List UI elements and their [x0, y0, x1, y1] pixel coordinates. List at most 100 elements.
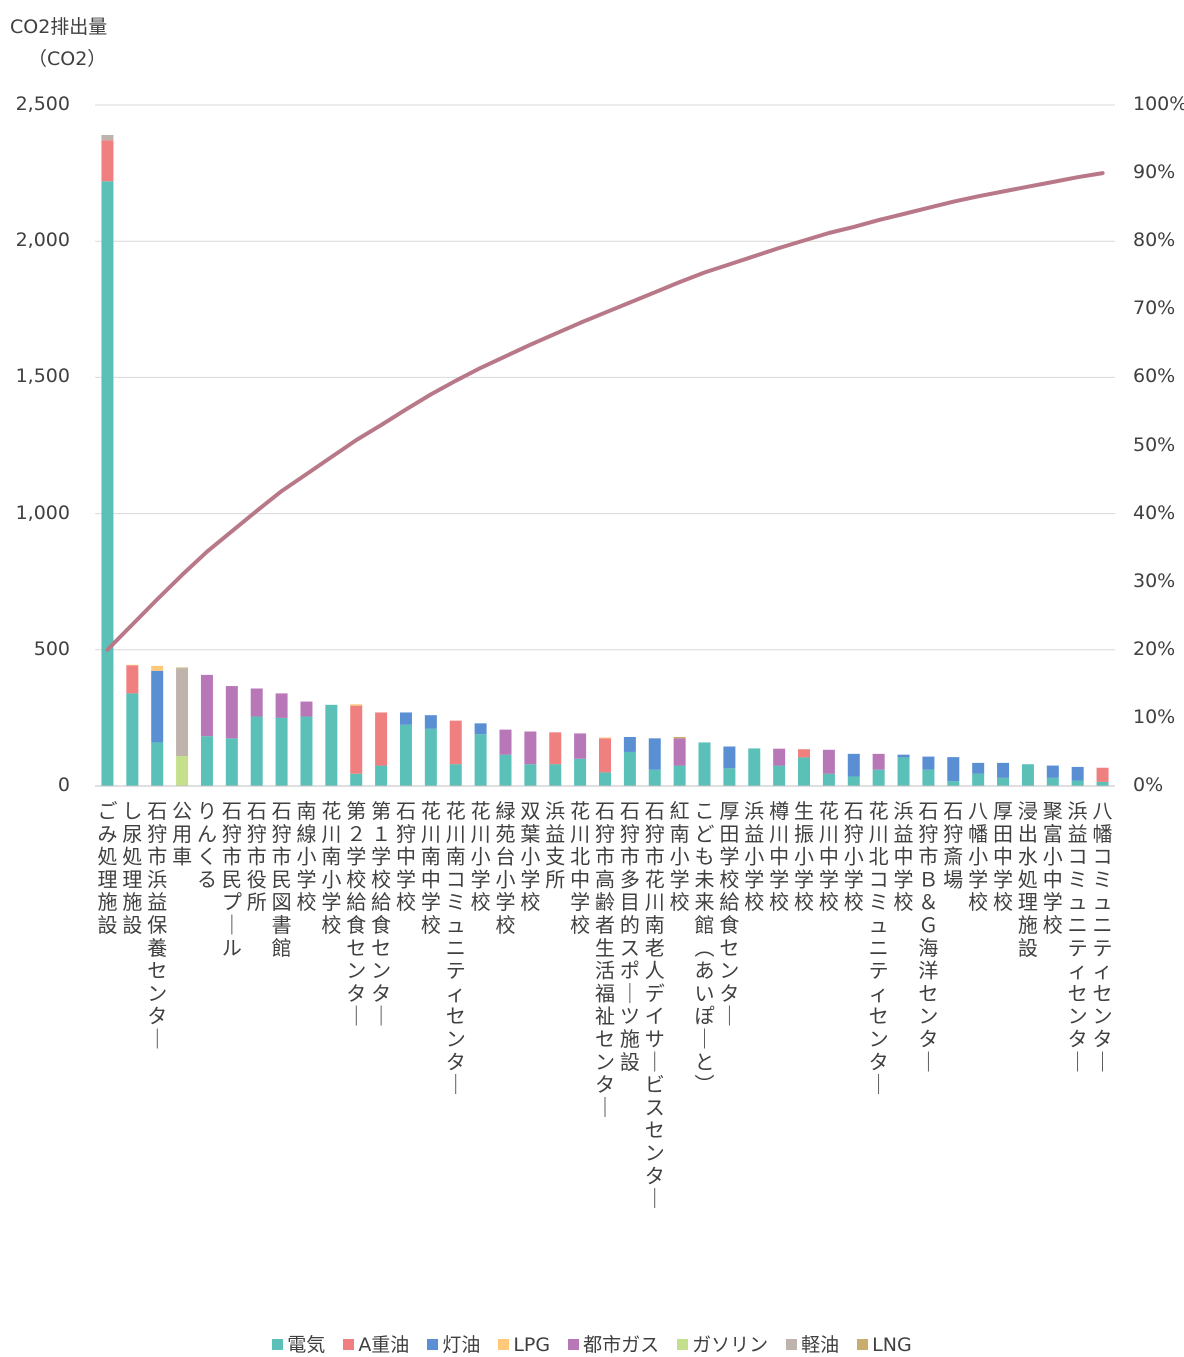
category-label: 石狩市Ｂ＆Ｇ海洋センタ｜: [918, 799, 938, 1074]
bar-segment: [648, 738, 661, 770]
bar-segment: [300, 701, 313, 717]
legend-label: 灯油: [442, 1334, 481, 1356]
bar-segment: [748, 748, 761, 786]
legend-item: ガソリン: [677, 1330, 768, 1357]
category-label: 花川南コミュニティセンタ｜: [446, 799, 466, 1097]
bar-segment: [399, 712, 412, 725]
y2-tick-label: 20%: [1133, 637, 1176, 660]
y-tick-label: 1,000: [15, 501, 70, 524]
category-label: 厚田中学校: [993, 799, 1013, 914]
bar-segment: [673, 736, 686, 739]
bar-segment: [151, 665, 164, 671]
bar-segment: [997, 762, 1010, 778]
legend-label: A重油: [358, 1334, 410, 1356]
bar-series: [101, 134, 1109, 787]
bar-segment: [648, 769, 661, 786]
bar-segment: [126, 664, 139, 666]
category-label: 石狩市民図書館: [272, 799, 292, 960]
category-label: 樽川中学校: [769, 799, 789, 914]
cumulative-line: [105, 171, 1105, 652]
legend-item: 電気: [272, 1330, 325, 1357]
legend-item: 都市ガス: [568, 1330, 659, 1357]
bar-segment: [151, 670, 164, 743]
bar-segment: [822, 773, 835, 786]
bar-segment: [1046, 777, 1059, 786]
bar-segment: [1021, 764, 1034, 786]
legend-swatch: [786, 1339, 798, 1350]
category-label: 浜益中学校: [894, 799, 914, 914]
bar-segment: [1046, 765, 1059, 778]
bar-segment: [200, 736, 213, 786]
bar-segment: [126, 665, 139, 694]
y-tick-label: 2,500: [15, 93, 70, 115]
bar-segment: [623, 736, 636, 752]
category-label: 浜益小学校: [744, 799, 764, 914]
category-label: 南線小学校: [296, 799, 316, 914]
y2-tick-label: 60%: [1133, 365, 1176, 388]
bar-segment: [623, 751, 636, 786]
category-label: 第１学校給食センタ｜: [371, 799, 391, 1028]
legend-swatch: [857, 1339, 869, 1350]
bar-segment: [474, 723, 487, 735]
bar-segment: [599, 772, 611, 786]
y2-tick-label: 100%: [1133, 93, 1184, 115]
category-label: 石狩市花川南老人デイサ｜ビスセンタ｜: [645, 799, 665, 1211]
category-label: 花川小学校: [471, 799, 491, 914]
bar-segment: [399, 724, 412, 786]
bar-segment: [773, 765, 786, 786]
bar-segment: [151, 742, 164, 786]
bar-segment: [250, 716, 263, 786]
bar-segment: [275, 693, 288, 718]
bar-segment: [424, 728, 437, 786]
category-label: 石狩市浜益保養センタ｜: [147, 799, 167, 1051]
legend: 電気 A重油 灯油 LPG 都市ガス ガソリン 軽油 LNG: [0, 1330, 1184, 1357]
bar-segment: [599, 737, 611, 739]
bar-segment: [723, 768, 736, 786]
bar-segment: [499, 754, 512, 786]
category-label: 石狩中学校: [396, 799, 416, 914]
bar-segment: [275, 717, 288, 786]
y-axis-title: CO2排出量: [10, 16, 108, 38]
category-label: 浜益コミュニティセンタ｜: [1068, 799, 1088, 1074]
bar-segment: [673, 738, 686, 766]
y2-tick-label: 0%: [1133, 774, 1164, 796]
category-label: 厚田学校給食センタ｜: [719, 799, 739, 1028]
bar-segment: [375, 712, 388, 766]
bar-segment: [126, 693, 139, 786]
category-label: 紅南小学校: [670, 799, 690, 914]
category-label: りんくる: [197, 799, 217, 891]
legend-label: LPG: [513, 1334, 551, 1356]
category-label: 石狩市多目的スポ｜ツ施設: [620, 799, 640, 1074]
bar-segment: [499, 729, 512, 755]
category-label: し尿処理施設: [122, 799, 142, 937]
bar-segment: [101, 134, 114, 141]
bar-segment: [947, 757, 960, 782]
bar-segment: [698, 742, 711, 786]
bar-segment: [922, 756, 935, 770]
y2-tick-label: 30%: [1133, 569, 1176, 592]
bar-segment: [847, 776, 860, 786]
bar-segment: [1071, 780, 1084, 786]
bar-segment: [375, 765, 388, 786]
y2-tick-label: 70%: [1133, 297, 1176, 320]
bar-segment: [897, 757, 910, 786]
cumulative-line-layer: [105, 171, 1105, 652]
bar-segment: [673, 765, 686, 786]
bar-segment: [549, 732, 562, 765]
category-label: 第２学校給食センタ｜: [346, 799, 366, 1028]
category-label: 花川南小学校: [321, 799, 341, 937]
legend-swatch: [343, 1339, 355, 1350]
legend-label: ガソリン: [692, 1334, 769, 1356]
bar-segment: [176, 667, 189, 669]
bar-segment: [549, 764, 562, 786]
legend-item: LNG: [857, 1334, 912, 1356]
bar-segment: [449, 720, 462, 765]
category-label: ごみ処理施設: [97, 799, 117, 937]
y2-tick-label: 90%: [1133, 161, 1176, 184]
bar-segment: [847, 753, 860, 777]
legend-swatch: [568, 1339, 580, 1350]
bar-segment: [972, 762, 985, 774]
category-label: 石狩小学校: [844, 799, 864, 914]
y-tick-label: 500: [33, 637, 70, 660]
